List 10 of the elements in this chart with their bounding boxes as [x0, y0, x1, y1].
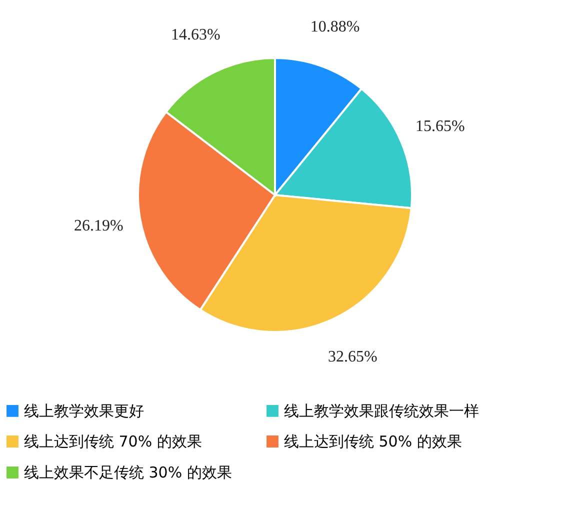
data-label: 32.65%: [328, 348, 378, 366]
data-label: 26.19%: [74, 218, 124, 234]
legend-label: 线上达到传统 70% 的效果: [24, 432, 202, 450]
data-label: 14.63%: [170, 26, 220, 44]
legend-label: 线上教学效果更好: [24, 402, 144, 420]
legend-label: 线上效果不足传统 30% 的效果: [24, 464, 232, 482]
legend-label: 线上教学效果跟传统效果一样: [284, 402, 479, 420]
legend-label: 线上达到传统 50% 的效果: [284, 432, 462, 450]
data-label: 15.65%: [416, 118, 465, 136]
data-label: 10.88%: [310, 18, 360, 36]
